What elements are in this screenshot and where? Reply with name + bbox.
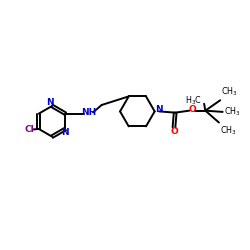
Text: Cl: Cl — [24, 125, 34, 134]
Text: CH$_3$: CH$_3$ — [224, 106, 241, 118]
Text: N: N — [46, 98, 54, 108]
Text: NH: NH — [81, 108, 96, 117]
Text: CH$_3$: CH$_3$ — [220, 124, 237, 137]
Text: N: N — [155, 105, 163, 114]
Text: CH$_3$: CH$_3$ — [222, 85, 238, 98]
Text: N: N — [62, 128, 69, 137]
Text: O: O — [188, 106, 196, 114]
Text: H$_3$C: H$_3$C — [185, 94, 202, 106]
Text: O: O — [170, 128, 178, 136]
